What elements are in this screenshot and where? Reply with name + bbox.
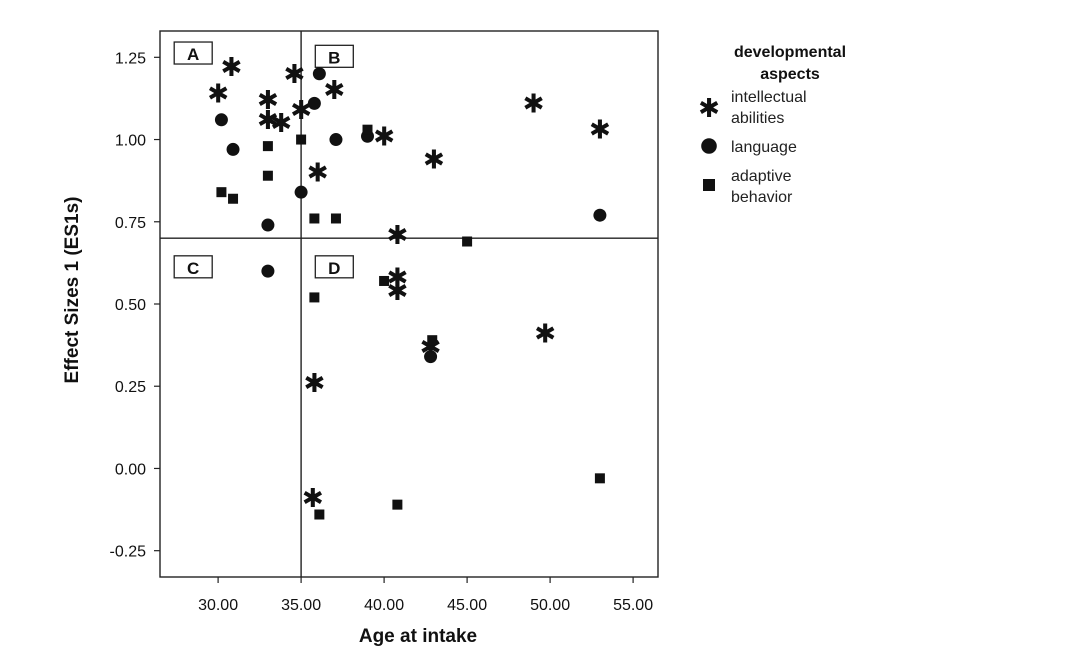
legend-circle-icon [701, 138, 717, 154]
quadrant-a: A [173, 41, 213, 65]
quadrant-box [314, 255, 354, 279]
star-point: ✱ [302, 484, 324, 514]
star-point: ✱ [284, 60, 306, 90]
legend-label: intellectual [731, 89, 807, 106]
x-tick-label: 40.00 [364, 597, 404, 614]
x-tick-label: 45.00 [447, 597, 487, 614]
y-tick-label: 0.00 [115, 461, 146, 478]
legend-square-icon [703, 179, 715, 191]
star-point: ✱ [220, 53, 242, 83]
circle-point [312, 67, 326, 81]
y-axis: 1.25 1.00 0.75 0.50 0.25 0.00 -0.25 [110, 50, 160, 561]
circle-point [294, 185, 308, 199]
square-point [309, 213, 320, 224]
square-point [296, 134, 307, 145]
square-point [314, 509, 325, 520]
y-axis-title: Effect Sizes 1 (ES1s) [62, 197, 83, 384]
legend-entry: language [701, 138, 797, 156]
quadrant-label: B [328, 48, 340, 67]
quadrant-label: D [328, 259, 340, 278]
x-tick-label: 50.00 [530, 597, 570, 614]
square-point [309, 292, 320, 303]
star-point: ✱ [207, 79, 229, 109]
legend-entry: ✱ intellectual abilities [698, 89, 807, 127]
square-point [379, 275, 390, 286]
square-point [362, 124, 373, 135]
quadrant-label: C [187, 259, 199, 278]
square-point [594, 473, 605, 484]
x-tick-label: 55.00 [613, 597, 653, 614]
legend-entry: adaptive behavior [703, 168, 793, 206]
circle-point [214, 113, 228, 127]
square-point [392, 499, 403, 510]
star-point: ✱ [303, 369, 325, 399]
star-point: ✱ [373, 122, 395, 152]
circle-point [329, 133, 343, 147]
quadrant-box [314, 44, 354, 68]
circle-point [424, 350, 438, 364]
legend-label: behavior [731, 189, 793, 206]
circle-point [261, 264, 275, 278]
quadrant-c: C [173, 255, 213, 279]
quadrant-b: B [314, 44, 354, 68]
square-point [228, 193, 239, 204]
legend-star-icon: ✱ [698, 94, 720, 124]
star-point: ✱ [323, 76, 345, 106]
square-point [216, 187, 227, 198]
star-point: ✱ [423, 145, 445, 175]
star-point: ✱ [290, 96, 312, 126]
star-point: ✱ [257, 106, 279, 136]
star-point: ✱ [257, 86, 279, 116]
legend-entries: ✱ intellectual abilities language adaptive be… [698, 89, 807, 206]
x-axis-title: Age at intake [359, 626, 477, 647]
legend: developmental aspects ✱ intellectual abili… [698, 44, 846, 206]
star-point: ✱ [386, 264, 408, 294]
y-tick-label: 1.25 [115, 50, 146, 67]
circle-point [226, 142, 240, 156]
star-point: ✱ [523, 89, 545, 119]
quadrant-labels: A B C D [173, 41, 354, 279]
legend-label: adaptive [731, 168, 792, 185]
star-point: ✱ [386, 221, 408, 251]
reference-lines [160, 31, 658, 577]
y-tick-label: -0.25 [110, 544, 147, 561]
legend-title-line1: developmental [734, 44, 846, 61]
star-point: ✱ [534, 320, 556, 350]
y-tick-label: 0.25 [115, 379, 146, 396]
star-point: ✱ [589, 116, 611, 146]
circle-point [307, 96, 321, 110]
star-point: ✱ [386, 277, 408, 307]
y-tick-label: 0.75 [115, 215, 146, 232]
square-point [330, 213, 341, 224]
quadrant-box [173, 255, 213, 279]
square-point [427, 335, 438, 346]
x-tick-label: 35.00 [281, 597, 321, 614]
legend-title-line2: aspects [760, 66, 820, 83]
quadrant-box [173, 41, 213, 65]
star-point: ✱ [307, 158, 329, 188]
legend-label: language [731, 139, 797, 156]
quadrant-d: D [314, 255, 354, 279]
y-tick-label: 0.50 [115, 297, 146, 314]
x-tick-label: 30.00 [198, 597, 238, 614]
circle-point [593, 208, 607, 222]
legend-label: abilities [731, 110, 784, 127]
star-point: ✱ [270, 109, 292, 139]
plot-area [159, 30, 659, 578]
y-tick-label: 1.00 [115, 133, 146, 150]
x-axis: 30.00 35.00 40.00 45.00 50.00 55.00 [198, 577, 653, 614]
circle-point [261, 218, 275, 232]
square-point [462, 236, 473, 247]
square-point [262, 170, 273, 181]
data-points: ✱✱✱✱✱✱✱✱✱✱✱✱✱✱✱✱✱ ✱✱✱ [207, 53, 611, 520]
quadrant-label: A [187, 45, 199, 64]
square-point [262, 141, 273, 152]
